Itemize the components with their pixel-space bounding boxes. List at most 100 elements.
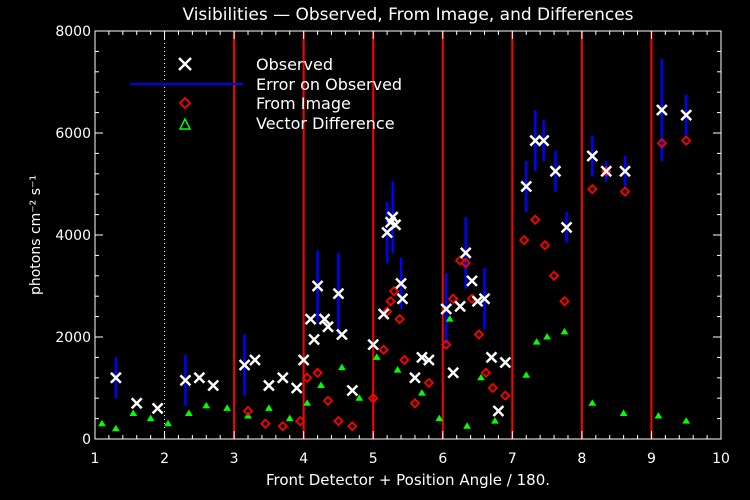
from-image-point (260, 418, 271, 429)
observed-point (396, 292, 409, 305)
observed-point (586, 150, 599, 162)
observed-point (290, 382, 303, 394)
from-image-point (378, 344, 389, 356)
difference-point (285, 414, 294, 422)
from-image-point (242, 405, 254, 417)
difference-point (303, 399, 312, 406)
from-image-point (460, 257, 472, 269)
from-image-point (559, 296, 570, 307)
y-tick-label: 6000 (55, 126, 91, 142)
observed-point (655, 104, 668, 116)
from-image-points (242, 135, 692, 432)
observed-point (130, 397, 143, 410)
from-image-point (423, 377, 435, 389)
difference-point (265, 404, 273, 411)
observed-point (276, 371, 289, 384)
y-tick-label: 2000 (55, 330, 91, 346)
legend-item-error: Error on Observed (130, 75, 402, 94)
observed-point (322, 320, 334, 333)
observed-point (193, 371, 206, 384)
difference-point (164, 419, 172, 427)
observed-point (297, 354, 310, 366)
from-image-point (322, 395, 334, 407)
axis-ticks: 1 2 3 4 5 6 7 8 9 10 0 2000 4000 6000 8000 (55, 24, 730, 467)
difference-point (463, 422, 472, 429)
observed-point (207, 379, 220, 392)
observed-point (600, 165, 613, 178)
x-axis-label: Front Detector + Position Angle / 180. (266, 471, 550, 489)
observed-point (416, 351, 428, 364)
from-image-point (381, 306, 393, 317)
x-tick-label: 8 (577, 451, 586, 467)
legend: Observed Error on Observed From Image Ve… (130, 55, 402, 133)
observed-point (308, 333, 320, 346)
difference-point (445, 315, 454, 322)
from-image-point (312, 367, 323, 378)
observed-point (459, 246, 472, 259)
legend-error-label: Error on Observed (256, 75, 402, 94)
difference-point (522, 371, 531, 378)
observed-point (332, 287, 345, 300)
x-tick-label: 6 (438, 451, 447, 467)
legend-from-image-label: From Image (256, 94, 351, 113)
from-image-point (277, 420, 289, 432)
legend-item-from-image: From Image (178, 94, 351, 113)
y-tick-label: 0 (82, 432, 91, 448)
observed-point (395, 277, 407, 290)
difference-point (491, 417, 499, 424)
from-image-point (347, 420, 358, 432)
observed-point (179, 374, 192, 387)
observed-point (249, 354, 261, 366)
observed-point (520, 180, 533, 193)
observed-point (409, 371, 421, 384)
from-image-point (385, 296, 396, 307)
from-image-point (301, 372, 313, 384)
x-tick-label: 9 (647, 451, 656, 467)
observed-point (389, 218, 402, 231)
observed-point (151, 402, 164, 415)
difference-point (532, 338, 541, 345)
difference-point (560, 327, 569, 335)
from-image-point (619, 186, 631, 197)
observed-point (422, 354, 435, 366)
observed-points (109, 104, 693, 417)
x-tick-label: 1 (91, 451, 100, 467)
legend-observed-label: Observed (256, 55, 333, 74)
difference-point (682, 417, 691, 424)
from-image-point (447, 293, 459, 305)
difference-point (185, 409, 193, 416)
observed-point (311, 280, 324, 292)
difference-point (619, 409, 628, 416)
difference-point (98, 419, 106, 427)
observed-point (471, 295, 484, 308)
from-image-point (680, 135, 692, 146)
observed-point (619, 165, 631, 178)
from-image-point (409, 398, 421, 409)
difference-point (418, 389, 426, 396)
observed-point (549, 165, 562, 178)
from-image-point (587, 183, 598, 195)
observed-point (109, 371, 122, 384)
observed-point (492, 405, 505, 417)
legend-item-observed: Observed (178, 55, 333, 74)
difference-point (435, 414, 444, 422)
from-image-point (454, 255, 466, 266)
x-tick-label: 5 (369, 451, 378, 467)
from-image-point (440, 339, 452, 350)
observed-point (377, 308, 390, 320)
from-image-point (388, 285, 400, 297)
observed-point (440, 303, 453, 315)
observed-point (537, 134, 550, 147)
divider-lines (164, 31, 653, 439)
observed-point (263, 379, 275, 392)
difference-point (372, 353, 381, 360)
difference-point (588, 399, 597, 406)
legend-from-image-marker (178, 96, 192, 110)
from-image-point (333, 415, 344, 427)
legend-observed-marker (178, 57, 192, 71)
difference-point (338, 363, 346, 371)
observed-point (466, 275, 478, 287)
from-image-point (656, 137, 668, 149)
difference-point (477, 373, 485, 381)
